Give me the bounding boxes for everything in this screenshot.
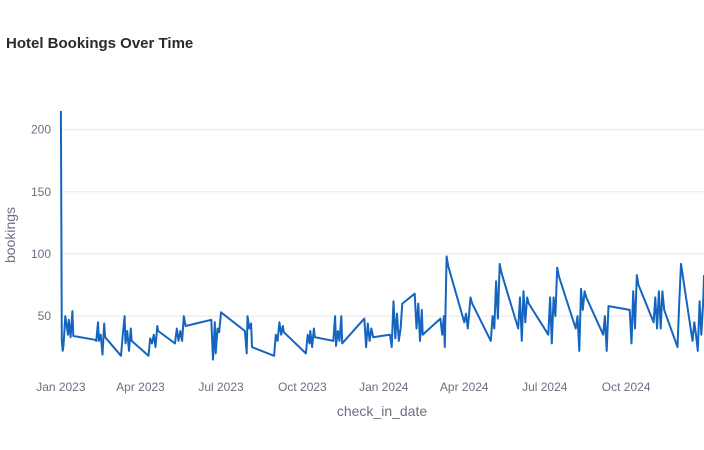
y-axis-ticks: 50 100 150 200 xyxy=(31,123,51,323)
x-tick-label: Apr 2024 xyxy=(440,380,489,394)
x-axis-ticks: Jan 2023 Apr 2023 Jul 2023 Oct 2023 Jan 2024… xyxy=(36,380,651,394)
y-tick-label: 200 xyxy=(31,123,51,137)
x-tick-label: Apr 2023 xyxy=(116,380,165,394)
chart-title: Hotel Bookings Over Time xyxy=(6,35,194,52)
bookings-series-line xyxy=(59,110,704,361)
x-axis-title: check_in_date xyxy=(337,403,428,419)
y-tick-label: 100 xyxy=(31,247,51,261)
x-tick-label: Jul 2024 xyxy=(522,380,568,394)
x-tick-label: Jan 2024 xyxy=(359,380,409,394)
x-tick-label: Oct 2023 xyxy=(278,380,327,394)
y-tick-label: 150 xyxy=(31,185,51,199)
y-axis-title: bookings xyxy=(2,207,18,263)
x-tick-label: Jul 2023 xyxy=(198,380,244,394)
series-layer xyxy=(59,110,704,361)
gridlines xyxy=(60,129,704,317)
x-tick-label: Jan 2023 xyxy=(36,380,86,394)
x-tick-label: Oct 2024 xyxy=(602,380,651,394)
y-tick-label: 50 xyxy=(38,309,52,323)
